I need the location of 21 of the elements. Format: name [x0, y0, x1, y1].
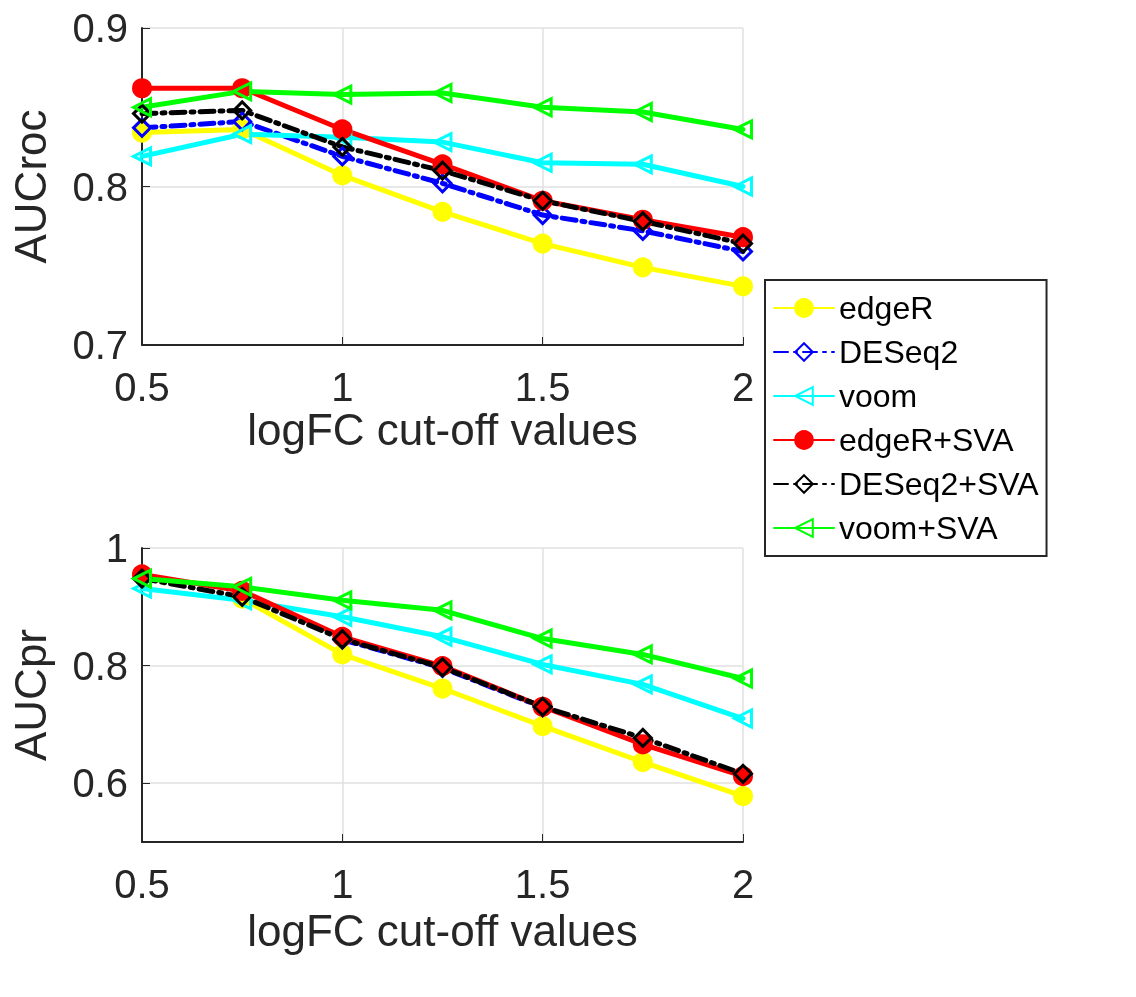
y-tick-label: 0.7 [72, 323, 128, 367]
y-tick-label: 0.8 [72, 643, 128, 688]
legend-label: edgeR+SVA [839, 422, 1015, 458]
x-axis-title: logFC cut-off values [247, 906, 638, 956]
legend-label: voom [839, 378, 918, 414]
y-tick-label: 1 [105, 526, 128, 570]
x-tick-label: 0.5 [114, 365, 170, 409]
legend-label: DESeq2+SVA [839, 466, 1040, 502]
y-tick-label: 0.6 [72, 761, 128, 806]
y-axis-title: AUCpr [5, 628, 55, 762]
legend-label: DESeq2 [839, 334, 959, 370]
y-tick-label: 0.8 [72, 164, 128, 209]
x-tick-label: 1 [331, 862, 354, 906]
x-tick-label: 0.5 [114, 862, 170, 906]
x-tick-label: 1.5 [514, 862, 571, 906]
y-tick-label: 0.9 [72, 6, 128, 50]
legend-label: voom+SVA [839, 510, 999, 546]
y-axis-title: AUCroc [5, 109, 55, 264]
legend-label: edgeR [839, 290, 934, 326]
x-tick-label: 2 [731, 365, 755, 409]
x-tick-label: 2 [731, 862, 755, 906]
